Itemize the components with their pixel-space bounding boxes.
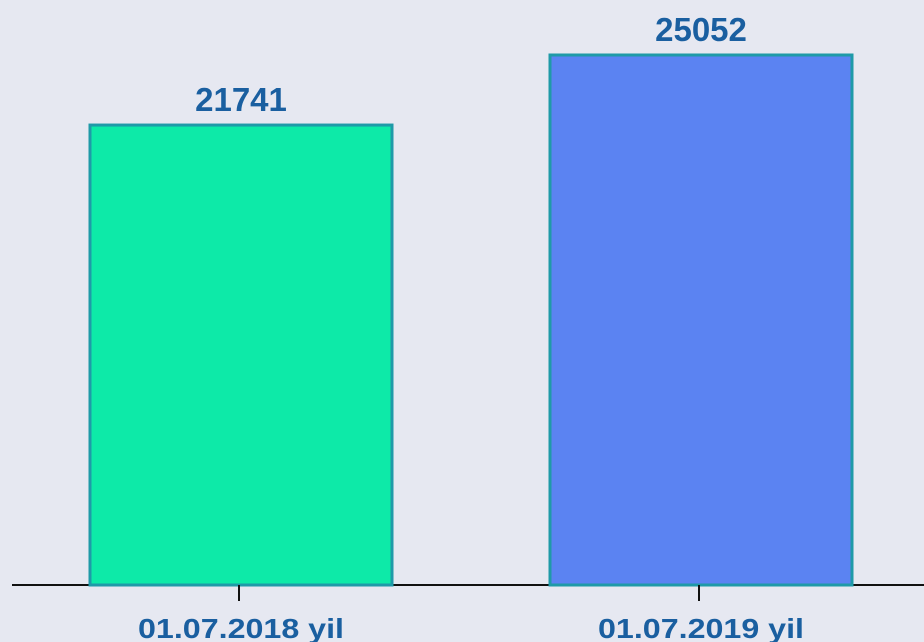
value-label: 21741 [195, 81, 287, 118]
bar [88, 123, 394, 587]
x-tick-label: 01.07.2018 yil [138, 613, 344, 642]
bar [548, 53, 854, 587]
x-tick-label: 01.07.2019 yil [598, 613, 804, 642]
value-label: 25052 [655, 11, 747, 48]
